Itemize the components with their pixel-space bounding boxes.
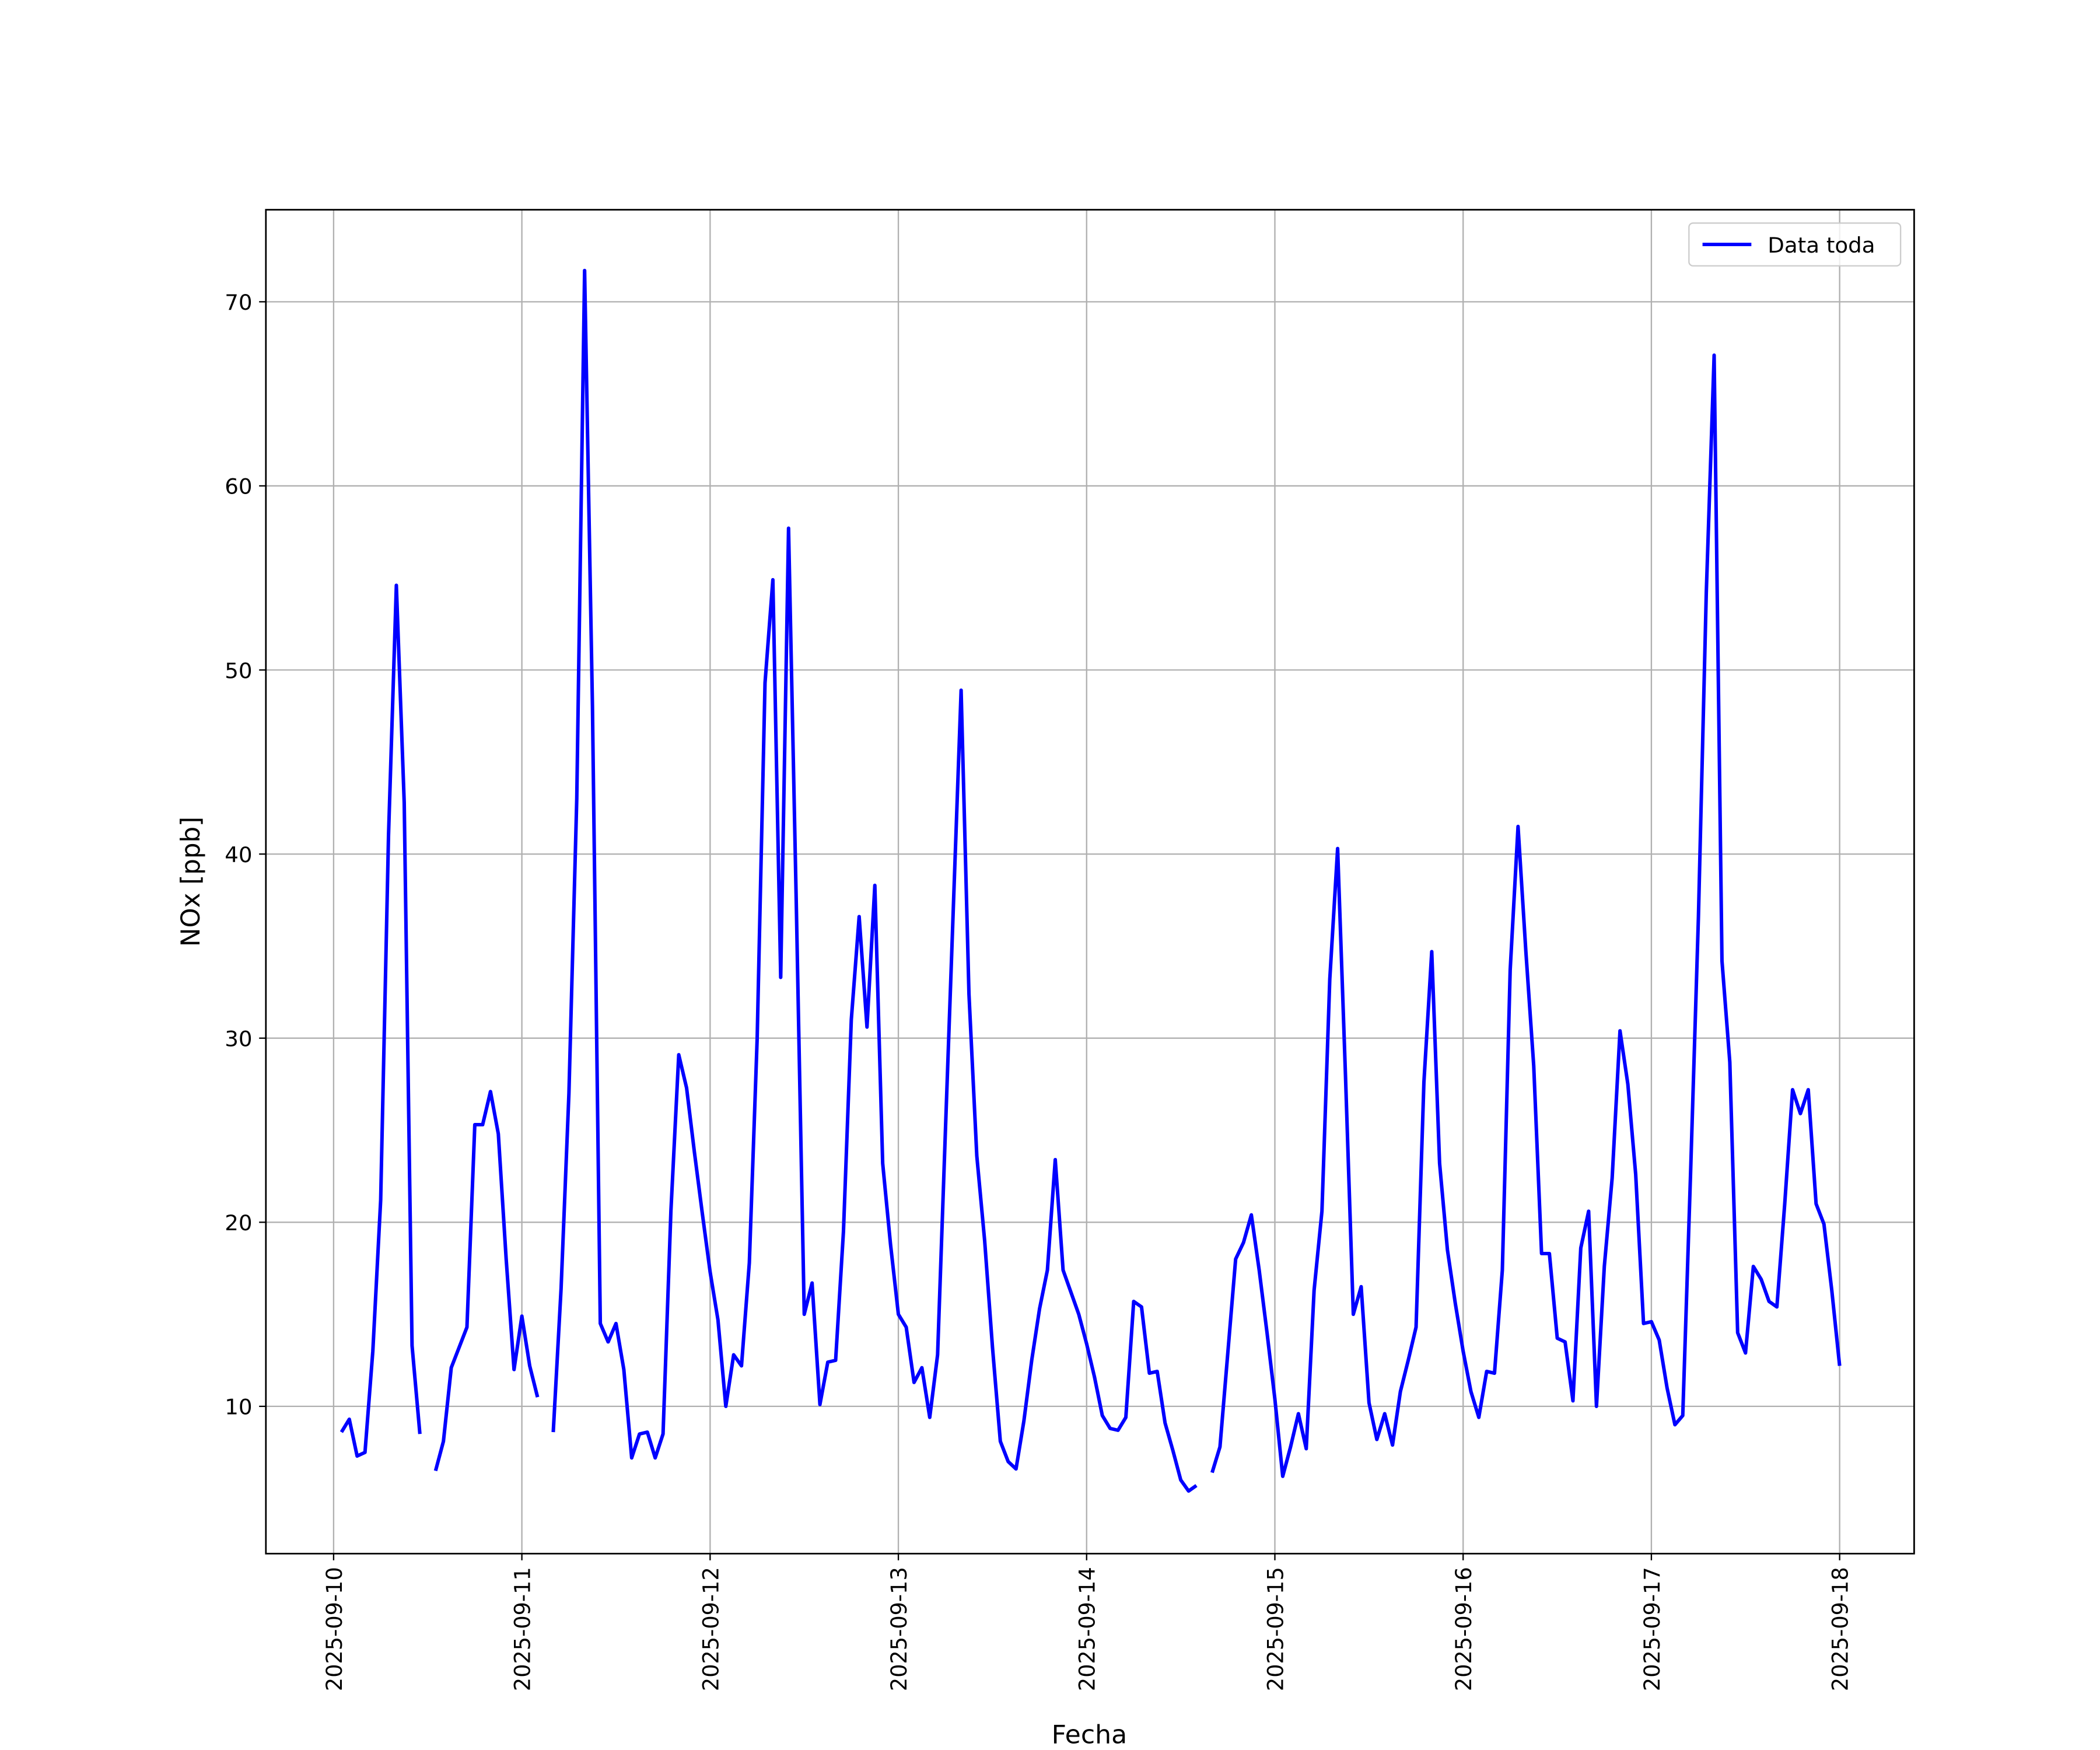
y-tick-label: 10 [225, 1395, 252, 1420]
x-tick-label: 2025-09-14 [1074, 1567, 1100, 1691]
x-tick-label: 2025-09-11 [510, 1567, 535, 1691]
x-axis-label: Fecha [1052, 1720, 1128, 1750]
legend: Data toda [1688, 222, 1902, 267]
y-tick-label: 50 [225, 659, 252, 684]
x-tick-label: 2025-09-12 [698, 1567, 723, 1691]
x-tick-label: 2025-09-18 [1828, 1567, 1853, 1691]
y-axis-label: NOx [ppb] [176, 817, 206, 947]
x-tick-label: 2025-09-15 [1263, 1567, 1288, 1691]
y-tick-label: 60 [225, 474, 252, 499]
x-tick-label: 2025-09-10 [322, 1567, 347, 1691]
data-line [340, 268, 1842, 1493]
grid [265, 209, 1915, 1554]
y-tick-label: 40 [225, 842, 252, 867]
y-tick-label: 20 [225, 1210, 252, 1236]
plot-area [340, 268, 1842, 1493]
legend-label: Data toda [1768, 233, 1875, 258]
x-tick-label: 2025-09-17 [1640, 1567, 1665, 1691]
y-tick-label: 70 [225, 290, 252, 315]
y-tick-label: 30 [225, 1027, 252, 1052]
x-tick-label: 2025-09-16 [1451, 1567, 1476, 1691]
x-tick-label: 2025-09-13 [887, 1567, 912, 1691]
axes-frame [265, 209, 1915, 1555]
legend-box [1688, 222, 1902, 267]
